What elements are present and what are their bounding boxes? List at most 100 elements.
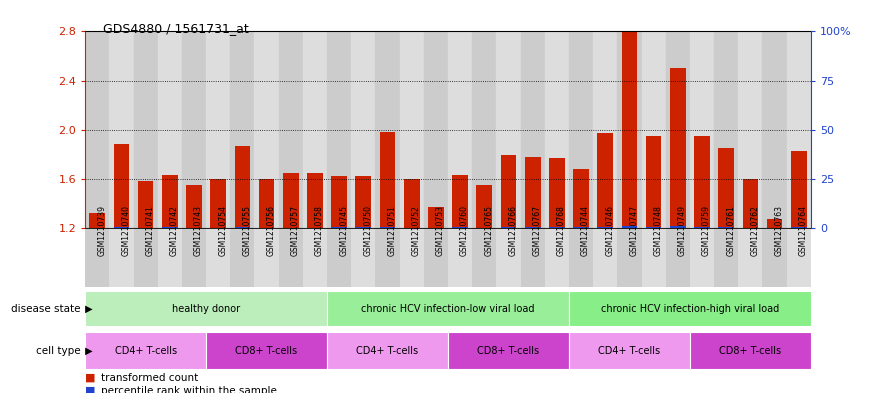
Bar <box>569 332 690 369</box>
Bar <box>569 228 593 287</box>
Bar <box>525 157 540 228</box>
Bar <box>327 332 448 369</box>
Text: CD8+ T-cells: CD8+ T-cells <box>236 346 297 356</box>
Text: GSM1210745: GSM1210745 <box>340 206 349 256</box>
Bar <box>666 228 690 287</box>
Bar <box>448 332 569 369</box>
Bar <box>521 228 545 287</box>
Bar <box>598 227 613 228</box>
Bar <box>134 228 158 287</box>
Bar <box>211 179 226 228</box>
Bar <box>642 228 666 287</box>
Bar <box>622 226 637 228</box>
Bar <box>206 332 327 369</box>
Bar <box>642 31 666 228</box>
Bar <box>230 228 254 287</box>
Bar <box>206 31 230 228</box>
Text: GSM1210760: GSM1210760 <box>461 206 470 256</box>
Bar <box>545 228 569 287</box>
Bar <box>109 228 134 287</box>
Bar <box>254 228 279 287</box>
Bar <box>743 179 758 228</box>
Bar <box>501 156 516 228</box>
Bar <box>303 228 327 287</box>
Text: GSM1210765: GSM1210765 <box>485 206 494 256</box>
Bar <box>521 31 545 228</box>
Bar <box>719 227 734 228</box>
Bar <box>327 31 351 228</box>
Text: GSM1210746: GSM1210746 <box>606 206 615 256</box>
Bar <box>134 31 158 228</box>
Bar <box>283 173 298 228</box>
Text: GSM1210766: GSM1210766 <box>509 206 518 256</box>
Text: GSM1210742: GSM1210742 <box>170 206 179 256</box>
Bar <box>351 31 375 228</box>
Bar <box>767 219 782 228</box>
Bar <box>452 175 468 228</box>
Text: GSM1210748: GSM1210748 <box>654 206 663 256</box>
Bar <box>670 68 685 228</box>
Text: GSM1210756: GSM1210756 <box>267 206 276 256</box>
Bar <box>327 291 569 326</box>
Bar <box>279 31 303 228</box>
Bar <box>85 228 109 287</box>
Text: CD8+ T-cells: CD8+ T-cells <box>719 346 781 356</box>
Bar <box>428 207 444 228</box>
Text: ■: ■ <box>85 386 96 393</box>
Bar <box>375 228 400 287</box>
Bar <box>714 31 738 228</box>
Bar <box>114 227 129 228</box>
Bar <box>235 227 250 228</box>
Bar <box>569 31 593 228</box>
Bar <box>138 181 153 228</box>
Bar <box>303 31 327 228</box>
Bar <box>158 228 182 287</box>
Bar <box>593 228 617 287</box>
Bar <box>182 228 206 287</box>
Text: GSM1210761: GSM1210761 <box>726 206 736 256</box>
Bar <box>356 176 371 228</box>
Bar <box>85 291 327 326</box>
Text: GSM1210758: GSM1210758 <box>315 206 324 256</box>
Text: GSM1210762: GSM1210762 <box>751 206 760 256</box>
Bar <box>690 228 714 287</box>
Text: GSM1210744: GSM1210744 <box>582 206 590 256</box>
Bar <box>158 31 182 228</box>
Bar <box>230 31 254 228</box>
Bar <box>85 31 109 228</box>
Bar <box>375 31 400 228</box>
Bar <box>714 228 738 287</box>
Bar <box>279 228 303 287</box>
Text: GSM1210768: GSM1210768 <box>557 206 566 256</box>
Bar <box>448 228 472 287</box>
Bar <box>573 169 589 228</box>
Bar <box>569 291 811 326</box>
Text: cell type: cell type <box>36 346 81 356</box>
Text: GSM1210747: GSM1210747 <box>629 206 639 256</box>
Bar <box>206 228 230 287</box>
Bar <box>351 228 375 287</box>
Bar <box>496 228 521 287</box>
Bar <box>622 31 637 228</box>
Bar <box>617 31 642 228</box>
Bar <box>327 228 351 287</box>
Bar <box>719 148 734 228</box>
Text: chronic HCV infection-high viral load: chronic HCV infection-high viral load <box>601 303 779 314</box>
Bar <box>307 173 323 228</box>
Bar <box>762 228 787 287</box>
Bar <box>424 228 448 287</box>
Bar <box>787 228 811 287</box>
Bar <box>114 144 129 228</box>
Bar <box>380 132 395 228</box>
Bar <box>694 227 710 228</box>
Text: disease state: disease state <box>11 303 81 314</box>
Bar <box>738 228 762 287</box>
Bar <box>617 228 642 287</box>
Bar <box>549 158 564 228</box>
Bar <box>791 151 806 228</box>
Text: GSM1210740: GSM1210740 <box>122 206 131 256</box>
Text: GDS4880 / 1561731_at: GDS4880 / 1561731_at <box>103 22 249 35</box>
Text: transformed count: transformed count <box>101 373 199 383</box>
Bar <box>738 31 762 228</box>
Text: GSM1210753: GSM1210753 <box>436 206 445 256</box>
